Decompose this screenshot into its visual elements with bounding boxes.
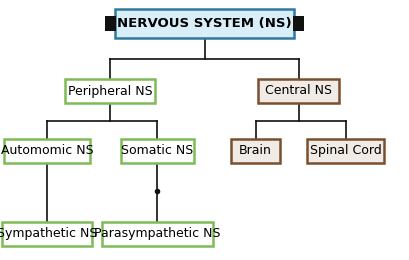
Text: Peripheral NS: Peripheral NS <box>68 84 153 98</box>
FancyBboxPatch shape <box>307 139 384 162</box>
Text: Parasympathetic NS: Parasympathetic NS <box>94 228 221 240</box>
FancyBboxPatch shape <box>231 139 280 162</box>
Text: Brain: Brain <box>239 144 272 157</box>
Text: Sympathetic NS: Sympathetic NS <box>0 228 97 240</box>
Text: Central NS: Central NS <box>265 84 332 98</box>
FancyBboxPatch shape <box>102 222 213 246</box>
FancyBboxPatch shape <box>105 16 116 30</box>
FancyBboxPatch shape <box>65 79 155 103</box>
Text: Spinal Cord: Spinal Cord <box>310 144 382 157</box>
FancyBboxPatch shape <box>4 139 90 162</box>
Text: Automomic NS: Automomic NS <box>1 144 93 157</box>
FancyBboxPatch shape <box>2 222 92 246</box>
FancyBboxPatch shape <box>293 16 304 30</box>
Text: NERVOUS SYSTEM (NS): NERVOUS SYSTEM (NS) <box>117 17 292 30</box>
Text: Somatic NS: Somatic NS <box>121 144 193 157</box>
FancyBboxPatch shape <box>115 9 294 38</box>
FancyBboxPatch shape <box>121 139 194 162</box>
FancyBboxPatch shape <box>258 79 339 103</box>
